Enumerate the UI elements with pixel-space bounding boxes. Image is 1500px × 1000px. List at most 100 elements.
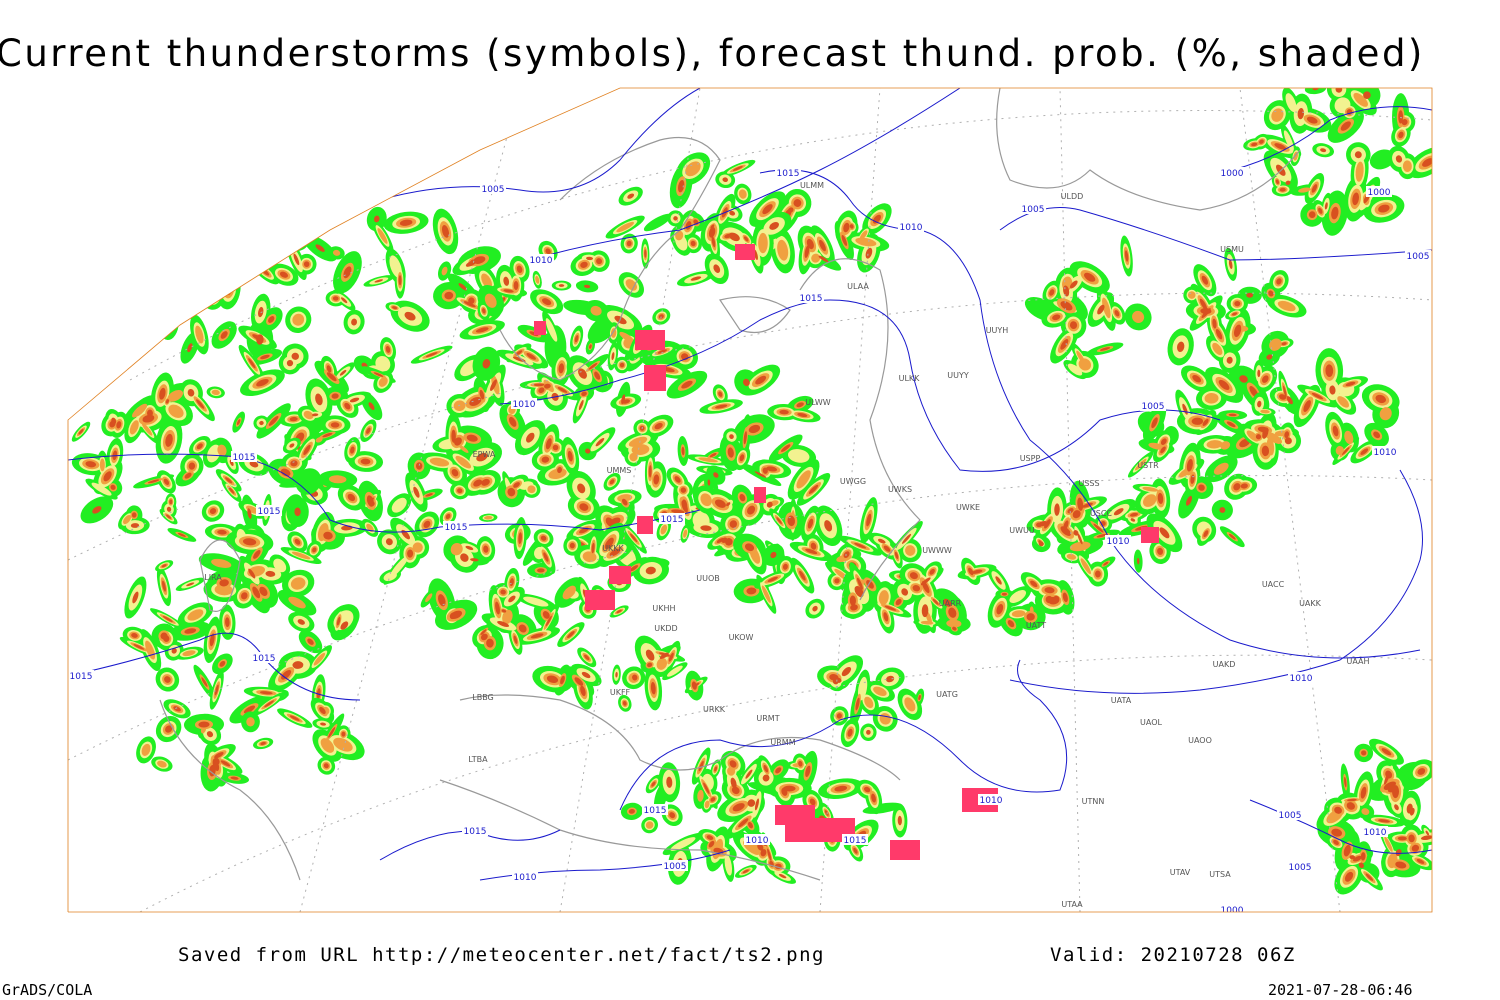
isobar-label: 1010 — [900, 223, 923, 233]
shading-cell — [162, 580, 167, 592]
shading-cell — [259, 213, 281, 227]
shading-cell — [368, 402, 375, 411]
isobar-label: 1015 — [445, 523, 468, 533]
shading-cell — [165, 316, 172, 327]
isobar-label: 1015 — [661, 515, 684, 525]
shading-cell — [301, 207, 315, 226]
station-label: URMM — [770, 738, 795, 747]
shading-cell — [373, 215, 380, 223]
shading-cell — [294, 507, 301, 517]
shading-cell — [225, 617, 230, 628]
shading-cell — [265, 217, 275, 223]
station-label: UATA — [1111, 696, 1132, 705]
shading-cell — [297, 619, 305, 625]
shading-cell — [276, 223, 293, 229]
shading-cell — [336, 616, 341, 626]
shading-cell — [280, 468, 291, 477]
shading-cell — [313, 652, 326, 666]
shading-cell — [265, 570, 276, 577]
isobar-label: 1010 — [513, 400, 536, 410]
shading-cell — [217, 444, 227, 457]
shading-cell — [423, 520, 431, 529]
shading-cell — [260, 354, 270, 360]
shading-cell — [195, 325, 204, 344]
storm-symbol — [1141, 527, 1159, 543]
station-label: UWUU — [1009, 526, 1035, 535]
shading-cell — [279, 271, 289, 278]
shading-cell — [360, 458, 371, 465]
shading-cell — [248, 568, 256, 579]
shading-cell — [482, 308, 486, 314]
isobar-label: 1015 — [800, 294, 823, 304]
shading-cell — [201, 677, 208, 687]
shading-cell — [217, 529, 227, 535]
isobar-label: 1005 — [482, 185, 505, 195]
shading-cell — [425, 493, 433, 497]
shading-cell — [407, 549, 414, 558]
shading-cell — [541, 298, 552, 306]
shading-cell — [92, 506, 102, 514]
station-label: UTAV — [1170, 868, 1191, 877]
shading-cell — [161, 564, 167, 568]
shading-cell — [259, 691, 273, 695]
shading-cell — [322, 432, 333, 438]
shading-cell — [450, 542, 463, 556]
shading-cell — [484, 293, 497, 308]
shading-cell — [196, 399, 205, 409]
shading-cell — [301, 197, 333, 227]
shading-cell — [366, 427, 371, 434]
shading-cell — [389, 255, 402, 278]
shading-cell — [375, 355, 391, 372]
shading-cell — [513, 281, 519, 290]
shading-cell — [211, 389, 220, 396]
shading-cell — [169, 293, 178, 300]
shading-cell — [328, 475, 347, 484]
shading-cell — [503, 289, 514, 293]
shading-cell — [289, 416, 298, 422]
shading-cell — [412, 542, 423, 553]
station-label: UARR — [939, 599, 962, 608]
shading-cell — [279, 218, 302, 237]
station-label: ULDD — [1061, 192, 1084, 201]
shading-cell — [366, 495, 374, 507]
station-label: UUYH — [986, 326, 1009, 335]
shading-cell — [425, 352, 438, 358]
shading-cell — [212, 229, 222, 240]
shading-cell — [288, 596, 306, 609]
isobar-label: 1000 — [1368, 188, 1391, 198]
station-label: UTAA — [1061, 900, 1083, 909]
shading-cell — [132, 591, 139, 604]
storm-symbol — [735, 244, 755, 260]
station-label: UKOW — [729, 633, 754, 642]
shading-cell — [557, 466, 562, 474]
shading-cell — [299, 236, 304, 240]
shading-cell — [391, 497, 407, 513]
station-label: UACC — [1262, 580, 1285, 589]
isobar-label: 1010 — [1107, 537, 1130, 547]
isobar-label: 1005 — [1289, 863, 1312, 873]
shading-cell — [457, 488, 463, 494]
shading-cell — [219, 660, 226, 667]
shading-cell — [258, 219, 293, 247]
shading-cell — [259, 586, 268, 597]
shading-cell — [169, 499, 173, 505]
shading-cell — [507, 487, 516, 497]
shading-cell — [583, 284, 591, 289]
shading-cell — [398, 275, 402, 286]
shading-cell — [1234, 300, 1241, 307]
shading-cell — [292, 313, 305, 326]
shading-cell — [267, 220, 303, 232]
shading-cell — [516, 265, 523, 273]
shading-cell — [247, 508, 252, 519]
isobar-label: 1015 — [777, 169, 800, 179]
shading-cell — [349, 397, 360, 403]
shading-cell — [574, 335, 579, 343]
shading-cell — [168, 404, 184, 418]
shading-cell — [214, 584, 233, 596]
station-label: UTSA — [1209, 870, 1231, 879]
shading-cell — [184, 472, 192, 479]
shading-cell — [236, 419, 241, 426]
source-url: Saved from URL http://meteocenter.net/fa… — [178, 944, 825, 966]
shading-cell — [277, 201, 306, 228]
